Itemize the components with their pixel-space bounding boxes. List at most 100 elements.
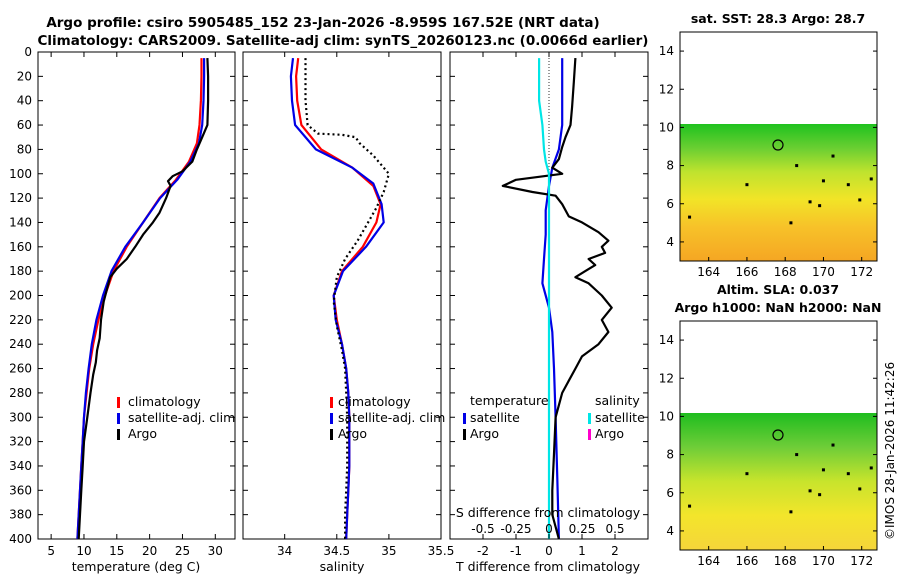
- depth-ytick-label: 160: [9, 240, 32, 254]
- sst-map-ytick-label: 14: [659, 44, 674, 58]
- sla-map-ytick-label: 8: [666, 448, 674, 462]
- sla-map-xtick-label: 170: [812, 554, 835, 568]
- salinity-axes-box: [242, 51, 442, 540]
- sla-map-ytick-label: 4: [666, 524, 674, 538]
- sla-map-xtick-label: 164: [697, 554, 720, 568]
- temperature-xtick-label: 25: [175, 544, 190, 558]
- salinity-xtick-label: 34: [277, 544, 292, 558]
- difference-xtick-label: 0: [545, 544, 553, 558]
- depth-ytick-label: 0: [24, 45, 32, 59]
- difference-series-temperature-argo: [501, 58, 613, 539]
- sla-map-ytick-label: 12: [659, 371, 674, 385]
- temperature-series-satellite-adj-clim: [76, 58, 206, 539]
- depth-ytick-label: 180: [9, 264, 32, 278]
- difference-xtick-label: 1: [578, 544, 586, 558]
- sla-map-frame: [679, 320, 878, 551]
- sla-field: [680, 413, 877, 550]
- legend-satellite-swatch: [117, 413, 120, 424]
- depth-ytick-label: 320: [9, 435, 32, 449]
- depth-ytick-label: 380: [9, 508, 32, 522]
- imos-watermark: ©IMOS 28-Jan-2026 11:42:26: [883, 362, 897, 540]
- difference-xtick-label: -2: [477, 544, 489, 558]
- depth-ytick-label: 40: [17, 94, 32, 108]
- legend-argo-label-2: Argo: [338, 426, 367, 441]
- legend-climatology-swatch-2: [330, 397, 333, 408]
- depth-ytick-label: 220: [9, 313, 32, 327]
- legend-salinity-title: salinity: [595, 393, 640, 408]
- depth-ytick-label: 60: [17, 118, 32, 132]
- s-difference-xtick-label: -0.5: [471, 522, 494, 536]
- temperature-xtick-label: 15: [109, 544, 124, 558]
- sla-map-island: [818, 493, 822, 497]
- difference-panel: -2 -1 0 1 2 -0.5 -0.25 0 0.25 0.5 T difference fr…: [449, 51, 649, 574]
- legend-s-satellite-swatch: [588, 413, 591, 424]
- salinity-series-satellite-adj-clim: [289, 57, 385, 539]
- sla-map-island: [831, 443, 835, 447]
- sla-map-island: [795, 453, 799, 457]
- sst-map-ytick-label: 6: [666, 197, 674, 211]
- depth-ytick-label: 120: [9, 191, 32, 205]
- depth-ytick-label: 140: [9, 215, 32, 229]
- temperature-xtick-label: 10: [76, 544, 91, 558]
- sla-map-island: [808, 489, 812, 493]
- legend-argo-swatch: [117, 429, 120, 440]
- sst-map-island: [818, 204, 822, 208]
- legend-satellite-label-2: satellite-adj. clim: [338, 410, 445, 425]
- sst-map-island: [869, 177, 873, 181]
- legend-t-satellite-swatch: [463, 413, 466, 424]
- s-difference-xtick-label: 0.25: [569, 522, 596, 536]
- sla-map-island: [789, 510, 793, 514]
- difference-legend: temperature satellite Argo salinity sate…: [463, 393, 645, 441]
- difference-xtick-label: 2: [611, 544, 619, 558]
- sla-map-island: [846, 472, 850, 476]
- legend-s-argo-label: Argo: [595, 426, 624, 441]
- sla-map-island: [858, 487, 862, 491]
- sst-argo-location-marker: [772, 139, 784, 151]
- sst-map-island: [846, 183, 850, 187]
- sla-map-ytick-label: 14: [659, 333, 674, 347]
- sst-map-title: sat. SST: 28.3 Argo: 28.7: [691, 11, 865, 26]
- legend-s-satellite-label: satellite: [595, 410, 645, 425]
- sst-map-xtick-label: 166: [735, 265, 758, 279]
- depth-ytick-label: 300: [9, 410, 32, 424]
- legend-s-argo-swatch: [588, 429, 591, 440]
- legend-satellite-label: satellite-adj. clim: [128, 410, 235, 425]
- temperature-series-argo: [77, 58, 210, 539]
- salinity-xlabel: salinity: [320, 559, 365, 574]
- sla-map-panel: Altim. SLA: 0.037 Argo h1000: NaN h2000:…: [659, 282, 882, 568]
- s-difference-xtick-label: -0.25: [500, 522, 531, 536]
- sst-map-xtick-label: 164: [697, 265, 720, 279]
- sst-map-ytick-label: 12: [659, 82, 674, 96]
- temperature-legend: climatology satellite-adj. clim Argo: [117, 394, 235, 441]
- sst-map-island: [858, 198, 862, 202]
- depth-ytick-label: 200: [9, 289, 32, 303]
- legend-climatology-label-2: climatology: [338, 394, 411, 409]
- legend-t-argo-label: Argo: [470, 426, 499, 441]
- legend-argo-swatch-2: [330, 429, 333, 440]
- legend-satellite-swatch-2: [330, 413, 333, 424]
- sst-map-island: [795, 164, 799, 168]
- sst-map-panel: sat. SST: 28.3 Argo: 28.7 164 166 168 170 17…: [659, 11, 878, 279]
- temperature-xtick-label: 20: [142, 544, 157, 558]
- sst-map-xtick-label: 168: [774, 265, 797, 279]
- sla-map-xtick-label: 166: [735, 554, 758, 568]
- sst-map-island: [745, 183, 749, 187]
- sla-map-island: [745, 472, 749, 476]
- sst-map-island: [831, 154, 835, 158]
- sla-map-xtick-label: 168: [774, 554, 797, 568]
- depth-ytick-label: 260: [9, 362, 32, 376]
- sst-map-island: [688, 215, 692, 219]
- sst-map-frame: [679, 31, 878, 262]
- sla-map-island: [869, 466, 873, 470]
- depth-ytick-label: 360: [9, 483, 32, 497]
- sst-field: [680, 124, 877, 261]
- t-difference-xlabel: T difference from climatology: [455, 559, 641, 574]
- sla-argo-location-marker: [772, 429, 784, 441]
- sla-map-ytick-label: 6: [666, 486, 674, 500]
- depth-ytick-label: 400: [9, 532, 32, 546]
- difference-series-salinity-satellite: [538, 58, 551, 539]
- depth-ytick-label: 280: [9, 386, 32, 400]
- sst-map-xtick-label: 172: [850, 265, 873, 279]
- salinity-legend: climatology satellite-adj. clim Argo: [330, 394, 445, 441]
- difference-xtick-label: -1: [510, 544, 522, 558]
